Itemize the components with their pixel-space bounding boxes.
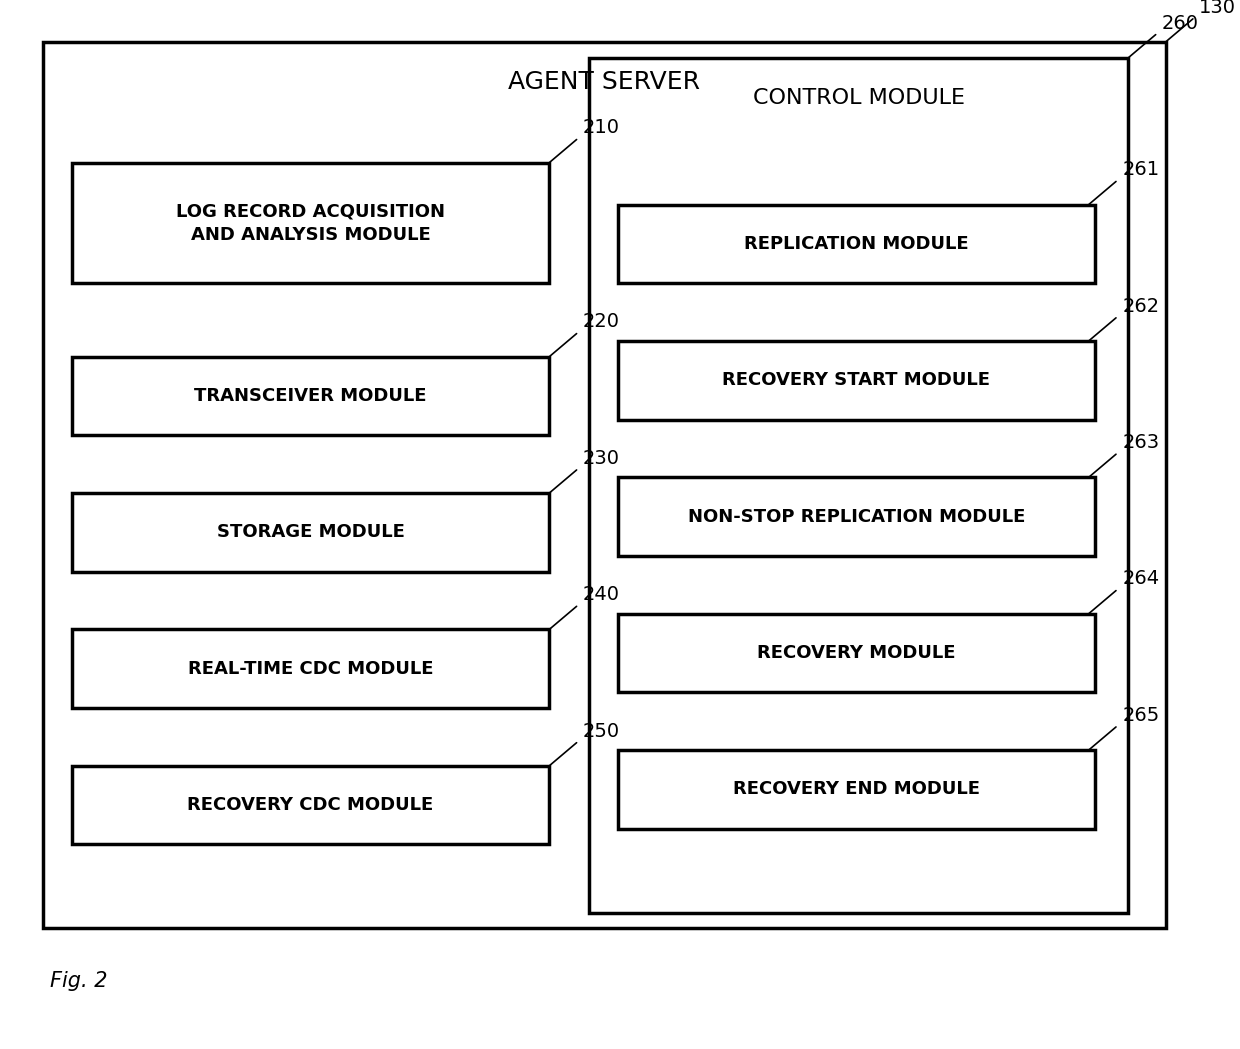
Bar bbox=[589, 58, 1128, 913]
Text: 265: 265 bbox=[1122, 706, 1159, 725]
Bar bbox=[618, 477, 1095, 556]
Text: 210: 210 bbox=[583, 119, 620, 137]
Text: AGENT SERVER: AGENT SERVER bbox=[508, 70, 701, 93]
Text: 264: 264 bbox=[1122, 570, 1159, 588]
Text: LOG RECORD ACQUISITION
AND ANALYSIS MODULE: LOG RECORD ACQUISITION AND ANALYSIS MODU… bbox=[176, 202, 445, 243]
Bar bbox=[72, 629, 549, 708]
Text: 230: 230 bbox=[583, 449, 620, 468]
Text: STORAGE MODULE: STORAGE MODULE bbox=[217, 523, 404, 541]
Text: RECOVERY END MODULE: RECOVERY END MODULE bbox=[733, 780, 980, 798]
Bar bbox=[618, 341, 1095, 420]
Text: RECOVERY MODULE: RECOVERY MODULE bbox=[756, 644, 956, 662]
Text: 220: 220 bbox=[583, 313, 620, 331]
Text: 260: 260 bbox=[1162, 14, 1199, 33]
Text: NON-STOP REPLICATION MODULE: NON-STOP REPLICATION MODULE bbox=[687, 508, 1025, 526]
Text: 261: 261 bbox=[1122, 160, 1159, 179]
Text: TRANSCEIVER MODULE: TRANSCEIVER MODULE bbox=[195, 387, 427, 405]
Text: 240: 240 bbox=[583, 585, 620, 604]
Bar bbox=[43, 42, 1166, 928]
Bar bbox=[618, 750, 1095, 829]
Text: 130: 130 bbox=[1199, 0, 1236, 17]
Bar bbox=[618, 614, 1095, 692]
Bar bbox=[72, 163, 549, 283]
Bar bbox=[72, 357, 549, 435]
Text: CONTROL MODULE: CONTROL MODULE bbox=[753, 87, 965, 108]
Text: 263: 263 bbox=[1122, 433, 1159, 452]
Text: Fig. 2: Fig. 2 bbox=[50, 970, 107, 991]
Bar bbox=[72, 493, 549, 572]
Bar bbox=[618, 205, 1095, 283]
Text: RECOVERY START MODULE: RECOVERY START MODULE bbox=[722, 371, 991, 389]
Text: 250: 250 bbox=[583, 722, 620, 741]
Text: REPLICATION MODULE: REPLICATION MODULE bbox=[744, 235, 968, 253]
Bar bbox=[72, 766, 549, 844]
Text: 262: 262 bbox=[1122, 297, 1159, 316]
Text: REAL-TIME CDC MODULE: REAL-TIME CDC MODULE bbox=[188, 660, 433, 678]
Text: RECOVERY CDC MODULE: RECOVERY CDC MODULE bbox=[187, 796, 434, 814]
